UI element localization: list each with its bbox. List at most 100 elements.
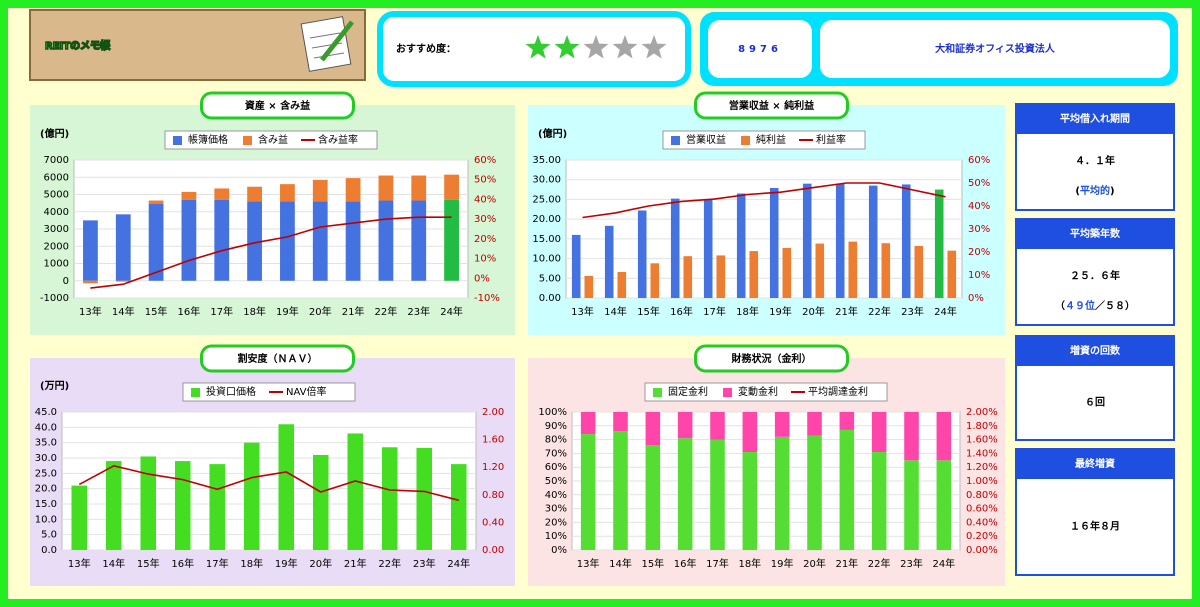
bar (645, 445, 661, 550)
y-tick-label: 5000 (44, 190, 69, 201)
y2-tick-label: 0.80 (482, 490, 504, 501)
chart-title: 割安度（ＮＡＶ） (238, 352, 318, 365)
company-box (820, 20, 1170, 78)
star (612, 35, 638, 59)
chart-title-box (200, 91, 355, 120)
bar (181, 191, 197, 200)
x-tick-label: 16年 (178, 305, 201, 318)
y-tick-label: 0 (63, 276, 69, 287)
y2-tick-label: 2.00% (966, 407, 998, 418)
bar (83, 220, 98, 281)
rating-label: おすすめ度： (396, 42, 456, 55)
y2-tick-label: 20% (474, 234, 496, 245)
bar (683, 256, 693, 298)
y2-tick-label: 30% (968, 224, 990, 235)
y2-tick-label: 0% (968, 293, 984, 304)
bar (769, 187, 779, 298)
bar (914, 245, 924, 298)
y-tick-label: 10.00 (532, 254, 561, 265)
bar (411, 200, 427, 281)
x-tick-label: 16年 (171, 557, 194, 570)
bar (871, 412, 887, 453)
x-tick-label: 13年 (571, 305, 594, 318)
stat-note: (平均的) (1075, 184, 1114, 197)
y-tick-label: 10.0 (35, 514, 57, 525)
bar (209, 464, 226, 550)
x-tick-label: 18年 (240, 557, 263, 570)
y2-tick-label: 50% (474, 175, 496, 186)
legend-label: 帳簿価格 (188, 133, 228, 146)
chart-title: 資産 × 含み益 (245, 99, 310, 112)
bar (749, 251, 759, 298)
star (554, 35, 580, 59)
bar (214, 199, 230, 281)
y-tick-label: 0.00 (539, 293, 561, 304)
star (641, 35, 667, 59)
legend-box (662, 130, 866, 150)
x-tick-label: 18年 (243, 305, 266, 318)
bar (802, 183, 812, 298)
line (78, 464, 459, 502)
y2-tick-label: 0.00% (966, 545, 998, 556)
x-tick-label: 18年 (738, 557, 761, 570)
x-tick-label: 13年 (79, 305, 102, 318)
y2-tick-label: 20% (968, 247, 990, 258)
y-tick-label: -1000 (40, 293, 69, 304)
y-tick-label: 30.0 (35, 453, 57, 464)
x-tick-label: 20年 (802, 305, 825, 318)
plot-area (61, 411, 477, 551)
stat-body (1015, 364, 1175, 441)
x-tick-label: 15年 (637, 305, 660, 318)
x-tick-label: 20年 (309, 305, 332, 318)
x-tick-label: 21年 (344, 557, 367, 570)
x-tick-label: 20年 (803, 557, 826, 570)
stat-note-part: 平均的 (1080, 184, 1110, 197)
bar (703, 199, 713, 298)
y2-tick-label: 40% (968, 201, 990, 212)
y2-tick-label: 1.00% (966, 476, 998, 487)
bar (904, 412, 919, 461)
y2-tick-label: 60% (968, 155, 990, 166)
y-tick-label: 50% (545, 476, 567, 487)
y2-tick-label: 0% (474, 273, 490, 284)
y-tick-label: 20% (545, 517, 567, 528)
y2-tick-label: 0.60% (966, 504, 998, 515)
legend-label: 投資口価格 (206, 385, 256, 398)
y-tick-label: 3000 (44, 224, 69, 235)
y2-tick-label: 1.80% (966, 421, 998, 432)
bar (807, 435, 822, 550)
x-tick-label: 22年 (375, 305, 398, 318)
y2-tick-label: 40% (474, 194, 496, 205)
stat-body (1015, 132, 1175, 211)
bar (580, 412, 596, 435)
code: 8976 (738, 44, 782, 55)
y-tick-label: 5.00 (539, 273, 561, 284)
y-tick-label: 60% (545, 462, 567, 473)
bar (677, 438, 693, 550)
line (90, 216, 452, 289)
x-tick-label: 24年 (440, 305, 463, 318)
y2-tick-label: 0.80% (966, 490, 998, 501)
y-tick-label: 45.0 (35, 407, 57, 418)
bar (278, 424, 295, 550)
y2-tick-label: 1.60 (482, 435, 504, 446)
bar (381, 447, 398, 550)
legend-box (164, 130, 378, 150)
star (583, 35, 609, 59)
x-tick-label: 21年 (835, 557, 858, 570)
bar (901, 184, 911, 298)
bar (613, 431, 628, 550)
bar (936, 412, 952, 461)
logo: REITのメモ帳 (45, 39, 110, 52)
y-tick-label: 40% (545, 490, 567, 501)
stat-title: 平均築年数 (1070, 227, 1121, 240)
notebook-icon (300, 16, 354, 72)
bar (584, 275, 594, 298)
bar (312, 454, 329, 550)
y-tick-label: 35.00 (532, 155, 561, 166)
bar (637, 210, 647, 298)
stat-note-part: ４９位 (1065, 299, 1095, 312)
bar (71, 485, 88, 550)
y2-tick-label: 0.40% (966, 517, 998, 528)
bar (736, 193, 746, 298)
